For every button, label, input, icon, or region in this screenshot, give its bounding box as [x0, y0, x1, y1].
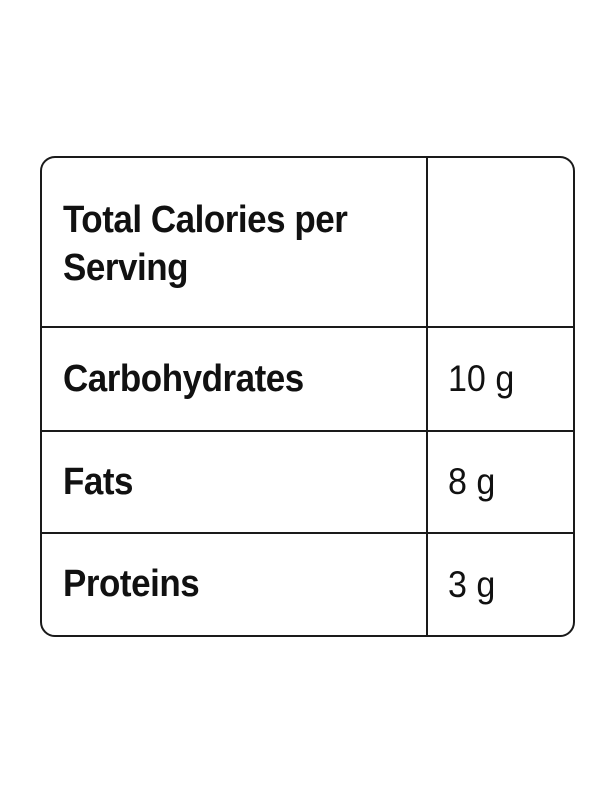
header-value-cell: [428, 158, 573, 328]
row-value-cell-fats: 8 g: [428, 432, 573, 534]
row-label-cell-proteins: Proteins: [42, 534, 428, 635]
row-label-cell-fats: Fats: [42, 432, 428, 534]
row-label-carbohydrates: Carbohydrates: [63, 357, 304, 400]
row-value-cell-carbohydrates: 10 g: [428, 328, 573, 432]
row-label-fats: Fats: [63, 460, 134, 503]
header-label-cell: Total Calories per Serving: [42, 158, 428, 328]
row-value-cell-proteins: 3 g: [428, 534, 573, 635]
row-label-proteins: Proteins: [63, 563, 200, 606]
row-value-carbohydrates: 10 g: [448, 358, 515, 399]
row-value-fats: 8 g: [448, 461, 496, 502]
header-label: Total Calories per Serving: [63, 198, 348, 289]
row-label-cell-carbohydrates: Carbohydrates: [42, 328, 428, 432]
nutrition-table: Total Calories per Serving Carbohydrates…: [40, 156, 575, 637]
row-value-proteins: 3 g: [448, 563, 496, 605]
